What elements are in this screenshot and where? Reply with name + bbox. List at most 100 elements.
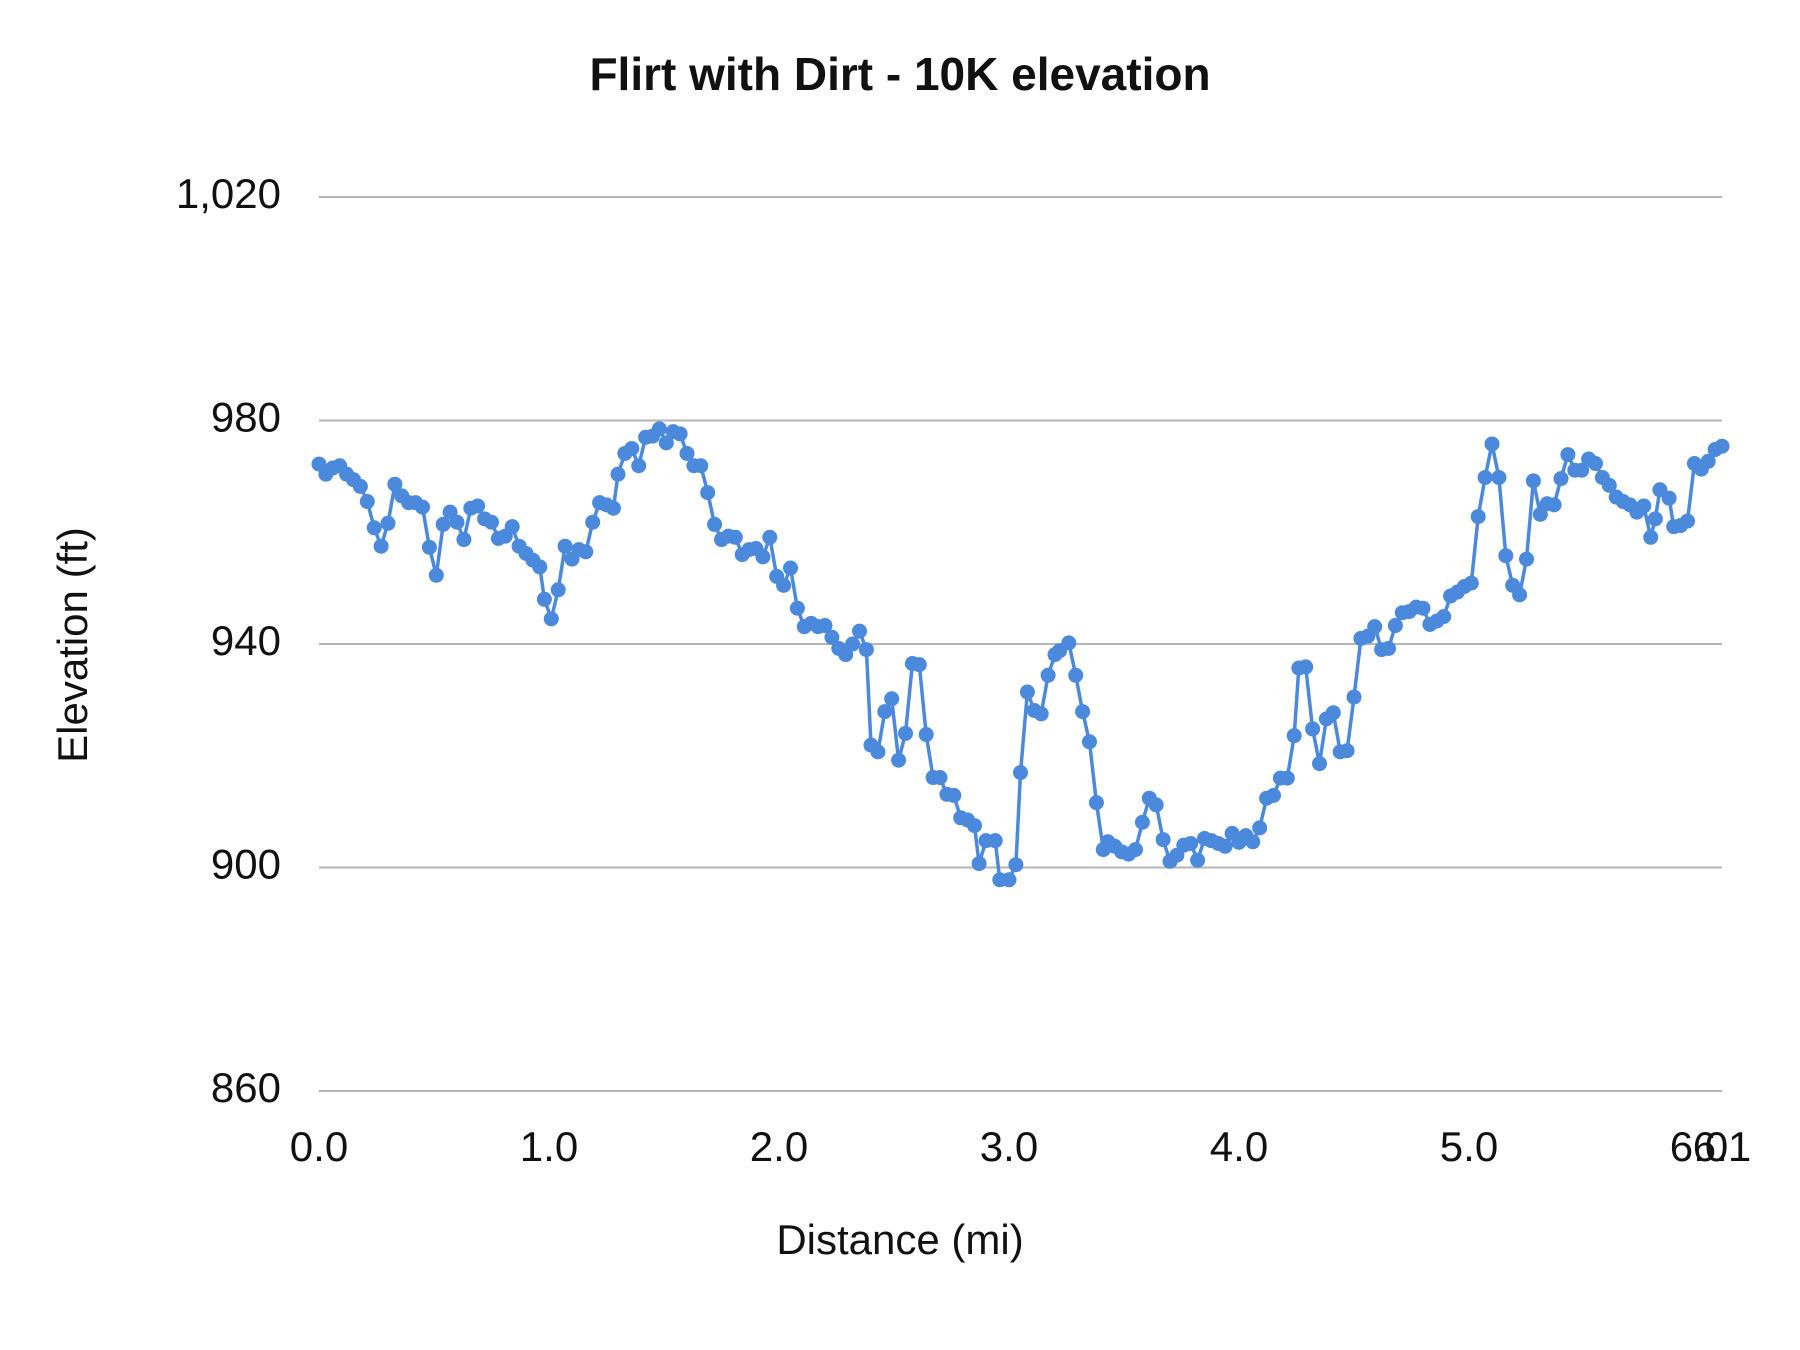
data-point (971, 856, 987, 872)
data-point (1339, 743, 1355, 759)
data-point (946, 787, 962, 803)
data-point (1491, 469, 1507, 485)
data-point (536, 591, 552, 607)
data-point (877, 704, 893, 720)
data-point (1477, 469, 1493, 485)
data-point (415, 499, 430, 515)
data-point (1512, 587, 1528, 603)
data-point (605, 500, 621, 516)
data-point (532, 559, 548, 575)
y-tick-label: 940 (211, 617, 281, 664)
data-point (658, 435, 674, 451)
data-point (1266, 787, 1281, 803)
data-point (1013, 765, 1028, 781)
data-point (1532, 506, 1548, 522)
data-point (1286, 728, 1302, 744)
data-point (380, 515, 396, 531)
data-point (504, 519, 520, 535)
data-point (1183, 835, 1199, 851)
data-point (884, 691, 900, 707)
data-point (624, 440, 640, 456)
data-point (845, 636, 861, 652)
data-point (1574, 462, 1590, 478)
data-point (1498, 548, 1514, 564)
data-point (987, 833, 1003, 849)
data-point (672, 426, 688, 442)
data-point (366, 520, 382, 536)
data-point (1643, 529, 1659, 545)
data-point (352, 478, 368, 494)
data-point (1245, 834, 1261, 850)
data-point (858, 642, 874, 658)
data-point (428, 567, 444, 583)
data-point (1252, 820, 1268, 836)
data-point (1217, 838, 1233, 854)
data-point (1588, 456, 1603, 472)
data-point (918, 727, 934, 743)
data-point (1008, 857, 1024, 873)
data-point (1312, 756, 1327, 772)
data-point (1346, 689, 1362, 705)
x-tick-label: 4.0 (1210, 1123, 1268, 1170)
data-point (1484, 436, 1500, 452)
data-point (789, 600, 805, 616)
data-point (1553, 471, 1569, 487)
data-point (1601, 477, 1617, 493)
data-point (1367, 619, 1383, 635)
data-point (557, 538, 573, 554)
y-axis-title: Elevation (ft) (49, 527, 96, 763)
data-point (870, 744, 886, 760)
data-point (1647, 511, 1663, 527)
y-tick-label: 900 (211, 841, 281, 888)
data-point (387, 476, 403, 492)
data-point (1155, 832, 1171, 848)
y-tick-label: 860 (211, 1064, 281, 1111)
y-tick-label: 1,020 (176, 170, 281, 217)
data-point (755, 549, 771, 565)
data-point (762, 529, 778, 545)
data-point (967, 818, 982, 834)
data-point (1436, 609, 1452, 625)
data-point (543, 611, 559, 627)
data-point (1190, 852, 1206, 868)
data-point (373, 538, 389, 554)
data-point (1061, 635, 1077, 651)
data-point (1088, 795, 1104, 811)
data-point (1470, 509, 1486, 525)
data-point (1700, 453, 1716, 469)
data-point (1040, 667, 1056, 683)
data-point (1325, 705, 1341, 721)
data-point (1128, 842, 1143, 858)
data-point (707, 516, 723, 532)
data-point (550, 582, 566, 598)
data-point (679, 445, 695, 461)
data-point (470, 498, 486, 514)
data-point (631, 458, 647, 474)
data-point (1033, 706, 1049, 722)
data-point (817, 618, 833, 634)
data-point (610, 466, 626, 482)
x-tick-label: 3.0 (980, 1123, 1038, 1170)
data-point (1415, 600, 1431, 616)
data-point (1560, 447, 1576, 463)
data-point (891, 752, 907, 768)
data-point (1381, 640, 1396, 656)
data-point (578, 544, 594, 560)
data-point (1387, 618, 1403, 634)
data-point (838, 647, 854, 663)
x-axis-title: Distance (mi) (776, 1216, 1023, 1263)
data-point (484, 514, 499, 530)
data-point (1463, 575, 1479, 591)
data-point (1546, 497, 1562, 513)
data-point (1068, 667, 1084, 683)
data-point (1134, 814, 1150, 830)
data-point (1279, 770, 1295, 786)
x-tick-label: 6.1 (1693, 1123, 1751, 1170)
data-point (776, 577, 792, 593)
data-point (783, 560, 798, 576)
data-point (1305, 721, 1321, 737)
data-point (911, 657, 927, 673)
data-point (1082, 734, 1097, 750)
data-point (1714, 438, 1730, 454)
data-point (1001, 872, 1017, 888)
